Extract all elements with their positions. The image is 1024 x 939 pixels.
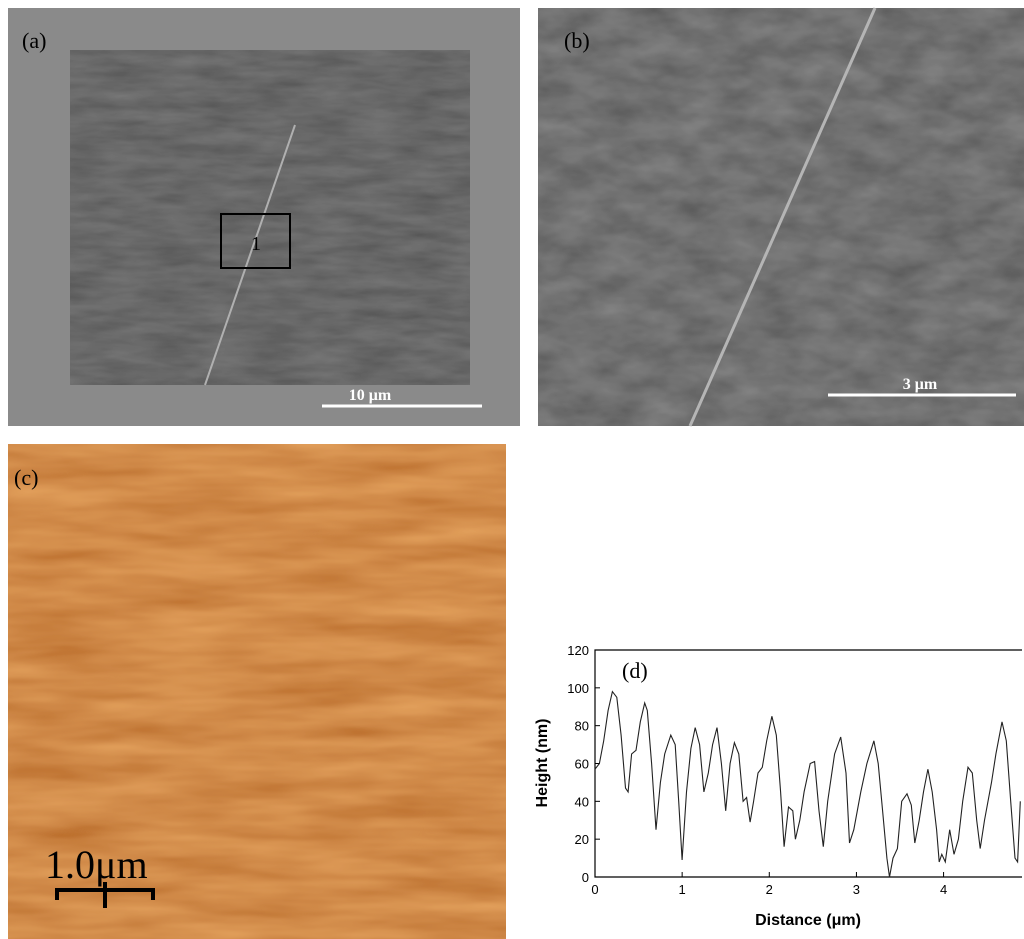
y-axis-label: Height (nm): [534, 719, 551, 808]
y-tick-label: 100: [567, 681, 589, 696]
box-label: 1: [251, 233, 261, 255]
panel-a: 1 (a) 10 μm: [8, 8, 520, 426]
y-tick-label: 20: [575, 832, 589, 847]
y-tick-label: 0: [582, 870, 589, 885]
height-profile: [595, 692, 1020, 877]
panel-label: (a): [22, 28, 46, 53]
panel-label: (c): [14, 465, 38, 490]
panel-b: (b) 3 μm: [538, 8, 1024, 426]
x-tick-label: 0: [591, 882, 598, 897]
x-tick-label: 3: [853, 882, 860, 897]
y-tick-label: 80: [575, 719, 589, 734]
figure: 1 (a) 10 μm (b) 3 μm (c) 1.0μm (d) Dista…: [0, 0, 1024, 939]
panel-label: (b): [564, 28, 590, 53]
y-tick-label: 40: [575, 794, 589, 809]
x-axis-label: Distance (μm): [755, 912, 861, 929]
scale-label: 10 μm: [349, 387, 392, 404]
axis-frame: [595, 650, 1022, 877]
indent-region: [70, 50, 470, 385]
x-tick-label: 2: [766, 882, 773, 897]
y-tick-label: 60: [575, 757, 589, 772]
panel-label: (d): [622, 658, 648, 683]
x-tick-label: 4: [940, 882, 947, 897]
y-tick-label: 120: [567, 643, 589, 658]
panel-d: (d) Distance (μm) Height (nm) 0204060801…: [534, 643, 1022, 929]
scale-label: 1.0μm: [45, 842, 148, 887]
x-tick-label: 1: [679, 882, 686, 897]
scale-label: 3 μm: [903, 376, 938, 393]
panel-c: (c) 1.0μm: [8, 444, 506, 939]
